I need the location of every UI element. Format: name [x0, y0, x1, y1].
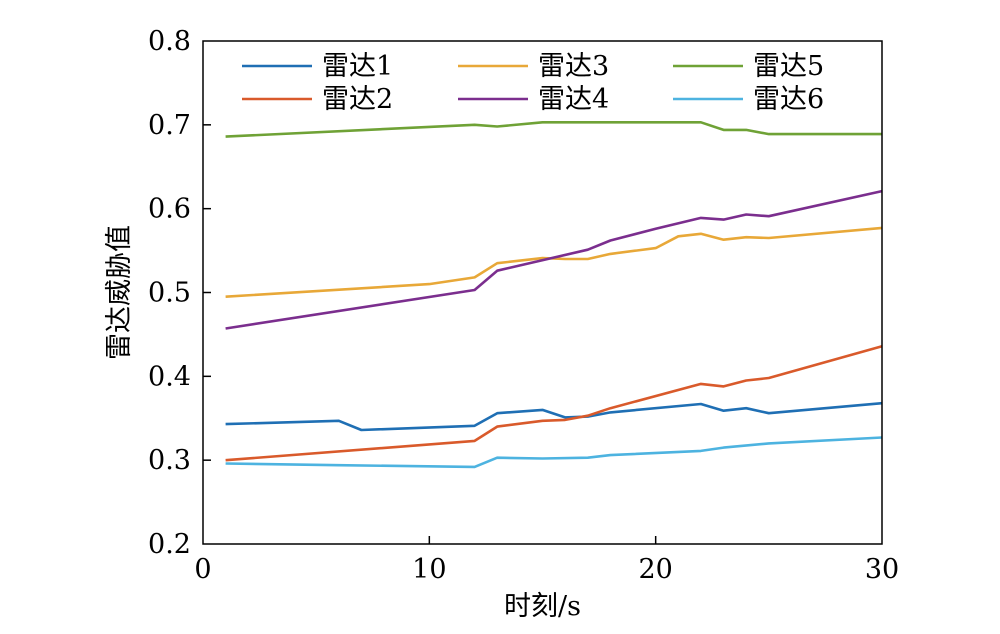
legend-label-1: 雷达1 [322, 51, 393, 82]
x-tick-label: 0 [194, 554, 211, 585]
legend-label-4: 雷达4 [538, 84, 609, 115]
legend-label-2: 雷达2 [322, 84, 393, 115]
series-line-4 [225, 189, 883, 330]
legend-label-3: 雷达3 [538, 51, 609, 82]
x-tick-label: 20 [638, 554, 672, 585]
x-tick-label: 30 [865, 554, 899, 585]
y-tick-label: 0.6 [148, 194, 191, 225]
series-line-3 [225, 226, 883, 298]
y-tick-label: 0.5 [148, 278, 191, 309]
series-line-5 [225, 121, 882, 138]
tick-layer: 0 10 20 30 0.2 0.3 0.4 0.5 0.6 0.7 0.8 [148, 26, 899, 585]
y-tick-label: 0.7 [148, 110, 191, 141]
y-axis-label: 雷达威胁值 [104, 225, 135, 360]
series-line-6 [225, 436, 883, 469]
series-line-2 [225, 344, 883, 462]
x-tick-label: 10 [412, 554, 446, 585]
y-tick-label: 0.4 [148, 361, 191, 392]
legend-label-6: 雷达6 [753, 84, 824, 115]
series-layer [225, 121, 883, 469]
y-tick-label: 0.8 [148, 26, 191, 57]
x-axis-label: 时刻/s [504, 591, 581, 622]
y-tick-label: 0.2 [148, 529, 191, 560]
y-tick-label: 0.3 [148, 445, 191, 476]
legend-label-5: 雷达5 [753, 51, 824, 82]
series-line-1 [225, 401, 883, 432]
